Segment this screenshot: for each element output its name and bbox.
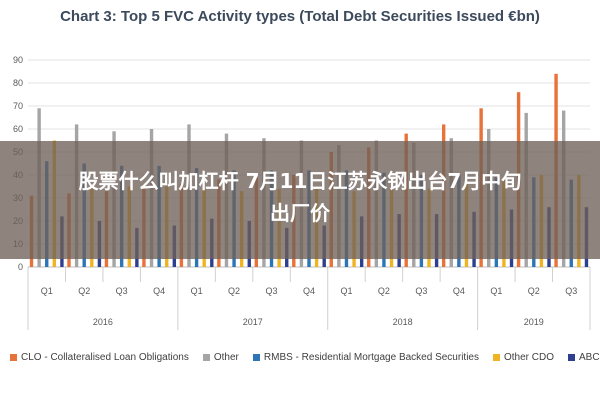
x-tick-label: Q3 <box>266 286 278 296</box>
x-tick-label: Q2 <box>228 286 240 296</box>
x-tick-label: Q1 <box>490 286 502 296</box>
x-tick-label: Q4 <box>303 286 315 296</box>
y-tick-label: 0 <box>18 262 23 272</box>
legend-label: RMBS - Residential Mortgage Backed Secur… <box>263 352 479 363</box>
year-label: 2017 <box>243 317 263 327</box>
legend-item: ABCP <box>568 352 600 363</box>
x-tick-label: Q3 <box>415 286 427 296</box>
x-tick-label: Q2 <box>78 286 90 296</box>
x-tick-label: Q1 <box>340 286 352 296</box>
year-label: 2016 <box>93 317 113 327</box>
x-tick-label: Q1 <box>191 286 203 296</box>
legend-label: ABCP <box>579 352 600 363</box>
legend-label: CLO - Collateralised Loan Obligations <box>21 352 189 363</box>
legend: CLO - Collateralised Loan Obligations Oth… <box>10 352 600 363</box>
overlay-headline: 股票什么叫加杠杆 7月11日江苏永钢出台7月中旬 出厂价 <box>0 165 600 229</box>
overlay-headline-line-1: 股票什么叫加杠杆 7月11日江苏永钢出台7月中旬 <box>78 169 522 193</box>
legend-item: Other CDO <box>492 352 554 363</box>
chart-title: Chart 3: Top 5 FVC Activity types (Total… <box>60 8 540 25</box>
legend-item: Other <box>202 352 239 363</box>
year-label: 2018 <box>393 317 413 327</box>
legend-label: Other CDO <box>503 352 554 363</box>
x-tick-label: Q3 <box>565 286 577 296</box>
year-label: 2019 <box>524 317 544 327</box>
x-tick-label: Q4 <box>453 286 465 296</box>
x-tick-label: Q2 <box>528 286 540 296</box>
x-tick-label: Q3 <box>116 286 128 296</box>
x-tick-label: Q2 <box>378 286 390 296</box>
overlay-banner <box>0 141 600 259</box>
legend-swatch <box>492 354 500 361</box>
x-axis-ticks: Q1 Q2 Q3 Q4 Q1 Q2 Q3 Q4 Q1 Q2 Q3 Q4 Q1 Q2 Q3 2016 2017 20… <box>27 267 591 330</box>
overlay-headline-line-2: 出厂价 <box>270 201 330 225</box>
legend-item: CLO - Collateralised Loan Obligations <box>10 352 189 363</box>
x-tick-label: Q4 <box>153 286 165 296</box>
legend-swatch <box>202 354 210 361</box>
legend-label: Other <box>213 352 239 363</box>
y-tick-label: 70 <box>13 101 23 111</box>
y-tick-label: 90 <box>13 55 23 65</box>
legend-swatch <box>252 354 260 361</box>
y-tick-label: 80 <box>13 78 23 88</box>
x-tick-label: Q1 <box>41 286 53 296</box>
y-tick-label: 60 <box>13 124 23 134</box>
legend-item: RMBS - Residential Mortgage Backed Secur… <box>252 352 479 363</box>
legend-swatch <box>10 354 17 361</box>
legend-swatch <box>568 354 575 361</box>
